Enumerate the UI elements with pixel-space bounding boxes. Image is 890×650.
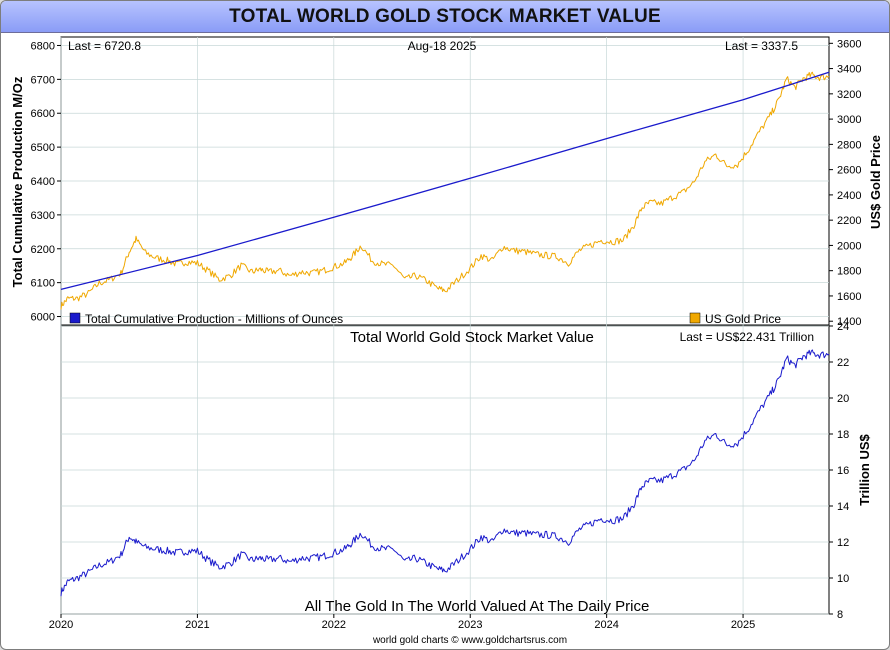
tick-label-bottom-right: 16	[837, 465, 849, 477]
tick-label-left: 6100	[31, 278, 55, 290]
production-line	[60, 71, 830, 291]
tick-label-right: 3000	[837, 114, 861, 126]
bottom-subtitle: All The Gold In The World Valued At The …	[305, 598, 650, 615]
tick-label-left: 6500	[31, 142, 55, 154]
tick-label-right: 2600	[837, 165, 861, 177]
tick-label-year: 2024	[594, 619, 618, 631]
tick-label-left: 6600	[31, 108, 55, 120]
tick-label-year: 2025	[731, 619, 755, 631]
tick-label-year: 2022	[322, 619, 346, 631]
tick-label-year: 2023	[458, 619, 482, 631]
tick-label-year: 2021	[185, 619, 209, 631]
tick-label-right: 2200	[837, 215, 861, 227]
legend-gold-label: US Gold Price	[705, 312, 781, 326]
tick-label-left: 6200	[31, 244, 55, 256]
tick-label-bottom-right: 18	[837, 429, 849, 441]
market-value-line	[60, 349, 830, 597]
legend-gold-swatch	[689, 312, 701, 324]
tick-label-right: 3200	[837, 89, 861, 101]
bottom-last: Last = US$22.431 Trillion	[680, 330, 814, 344]
bottom-ylabel-right: Trillion US$	[857, 433, 872, 505]
top-date: Aug-18 2025	[408, 39, 477, 53]
tick-label-left: 6400	[31, 176, 55, 188]
tick-label-right: 1400	[837, 316, 861, 328]
tick-label-left: 6800	[31, 40, 55, 52]
legend-production-swatch	[69, 312, 81, 324]
tick-label-right: 1800	[837, 266, 861, 278]
top-last-right: Last = 3337.5	[725, 39, 798, 53]
tick-label-bottom-right: 14	[837, 501, 849, 513]
tick-label-left: 6000	[31, 312, 55, 324]
bottom-title: Total World Gold Stock Market Value	[350, 329, 594, 346]
series-layer	[60, 71, 830, 597]
grid-lines	[60, 37, 829, 615]
footer-credit: world gold charts © www.goldchartsrus.co…	[372, 635, 567, 646]
tick-label-left: 6700	[31, 74, 55, 86]
tick-label-year: 2020	[49, 619, 73, 631]
tick-layer: 6800 6700 6600 6500 6400 6300 6200 6100 6000 3600…	[31, 38, 862, 631]
legend-production-label: Total Cumulative Production - Millions o…	[85, 312, 343, 326]
tick-label-bottom-right: 8	[837, 609, 843, 621]
tick-label-right: 2800	[837, 139, 861, 151]
tick-label-right: 1600	[837, 291, 861, 303]
gold-price-line	[60, 71, 830, 310]
tick-label-right: 2000	[837, 240, 861, 252]
tick-label-bottom-right: 10	[837, 573, 849, 585]
tick-label-left: 6300	[31, 210, 55, 222]
top-ylabel-right: US$ Gold Price	[868, 135, 883, 229]
tick-label-bottom-right: 24	[837, 321, 849, 333]
top-ylabel-left: Total Cumulative Production M/Oz	[10, 76, 25, 287]
tick-label-bottom-right: 20	[837, 393, 849, 405]
chart-title: TOTAL WORLD GOLD STOCK MARKET VALUE	[229, 6, 661, 27]
tick-label-right: 2400	[837, 190, 861, 202]
tick-label-bottom-right: 22	[837, 357, 849, 369]
tick-label-bottom-right: 12	[837, 537, 849, 549]
tick-label-right: 3400	[837, 64, 861, 76]
title-bar: TOTAL WORLD GOLD STOCK MARKET VALUE	[1, 1, 889, 33]
top-last-left: Last = 6720.8	[68, 39, 141, 53]
tick-label-right: 3600	[837, 38, 861, 50]
